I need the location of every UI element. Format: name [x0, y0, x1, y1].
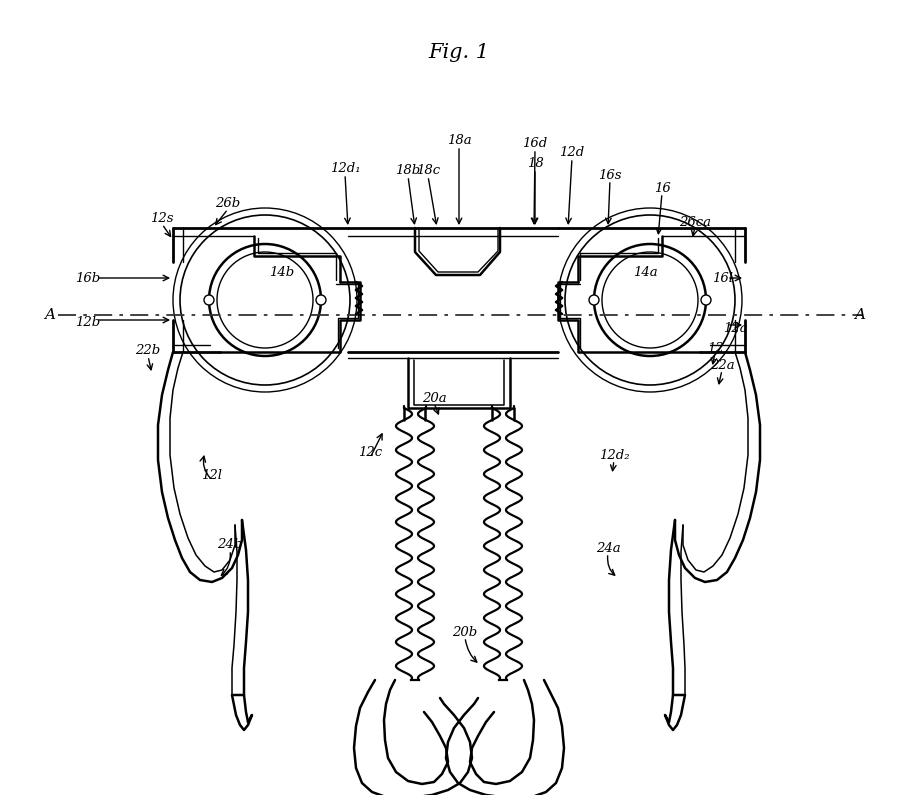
Text: 18b: 18b [396, 164, 420, 176]
Text: 12a: 12a [722, 321, 747, 335]
Text: 24b: 24b [218, 538, 242, 552]
Text: 20b: 20b [453, 626, 477, 638]
Text: 26ca: 26ca [679, 215, 711, 228]
Circle shape [204, 295, 214, 305]
Text: Fig. 1: Fig. 1 [429, 42, 489, 61]
Text: 16b: 16b [75, 272, 101, 285]
Text: 18: 18 [527, 157, 543, 169]
Text: 22a: 22a [710, 359, 734, 371]
Circle shape [589, 295, 599, 305]
Text: 18c: 18c [416, 164, 440, 176]
Text: 16s: 16s [599, 169, 621, 181]
Text: 22b: 22b [135, 343, 161, 356]
Text: 24a: 24a [596, 541, 621, 554]
Text: 12l: 12l [201, 468, 222, 482]
Text: 14b: 14b [269, 266, 295, 278]
Text: 12d: 12d [559, 145, 585, 158]
Circle shape [316, 295, 326, 305]
Text: 12b: 12b [75, 316, 101, 328]
Text: 20a: 20a [421, 391, 446, 405]
Text: 18a: 18a [447, 134, 471, 146]
Text: 16l: 16l [712, 272, 733, 285]
Text: A: A [855, 308, 866, 322]
Text: 14a: 14a [633, 266, 657, 278]
Circle shape [701, 295, 711, 305]
Text: 16d: 16d [522, 137, 548, 149]
Text: 12d₂: 12d₂ [599, 448, 630, 462]
Text: 12: 12 [707, 342, 723, 355]
Text: 26b: 26b [216, 196, 241, 210]
Text: 12s: 12s [151, 211, 174, 224]
Text: A: A [44, 308, 55, 322]
Text: 12c: 12c [358, 445, 382, 459]
Text: 16: 16 [654, 181, 670, 195]
Text: 12d₁: 12d₁ [330, 161, 360, 174]
